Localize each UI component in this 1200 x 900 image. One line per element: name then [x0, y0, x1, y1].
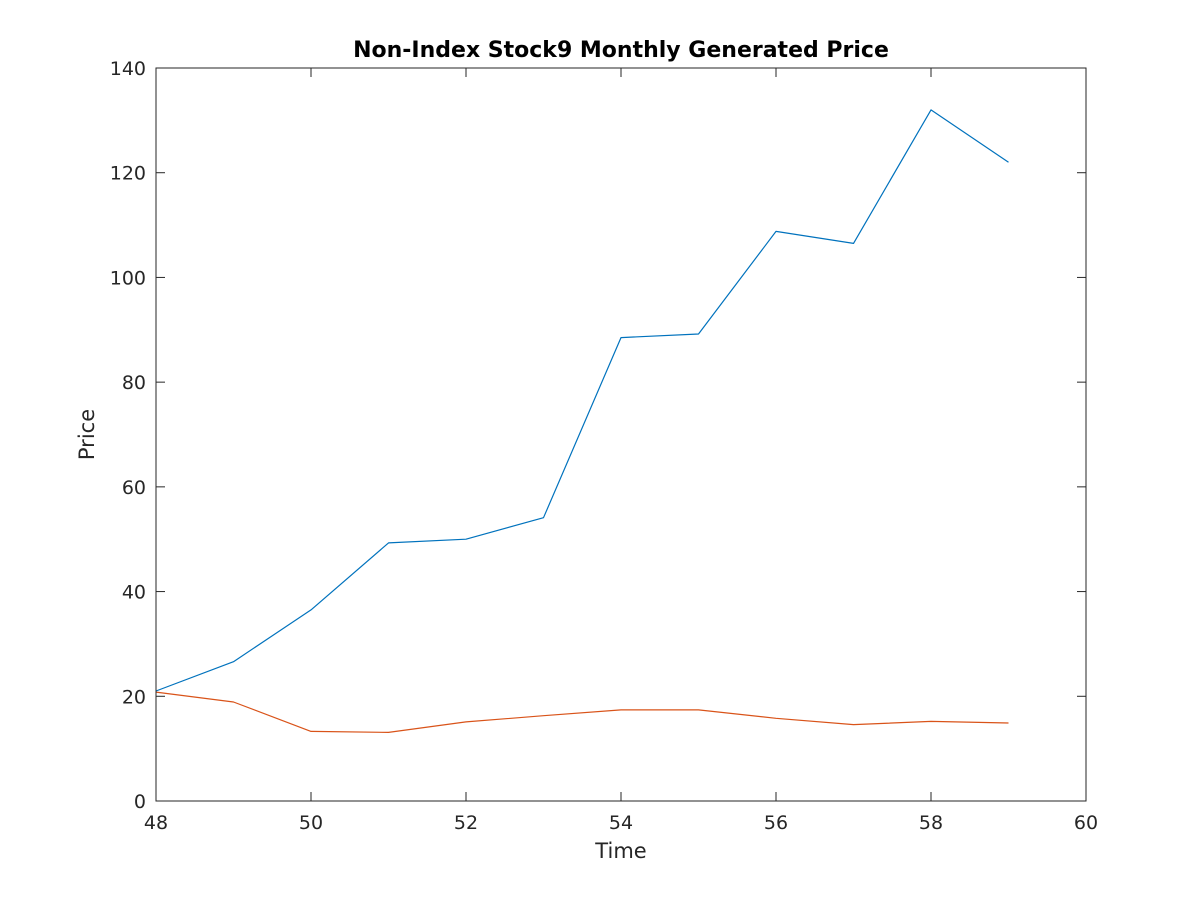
x-tick-label: 58 [919, 812, 943, 834]
axes-box [155, 67, 1087, 802]
y-tick-label: 100 [110, 267, 146, 289]
y-tick-label: 140 [110, 58, 146, 80]
x-tick-label: 56 [764, 812, 788, 834]
plot-area [156, 68, 1086, 801]
y-axis-label: Price [75, 409, 99, 460]
y-tick-label: 40 [122, 582, 146, 604]
x-tick-label: 48 [144, 812, 168, 834]
x-axis-label: Time [594, 839, 646, 863]
series-layer [155, 109, 1009, 734]
y-tick-label: 60 [122, 477, 146, 499]
series-line-1 [155, 109, 1009, 692]
x-tick-label: 54 [609, 812, 633, 834]
y-tick-label: 80 [122, 372, 146, 394]
y-tick-label: 0 [134, 791, 146, 813]
y-tick-label: 20 [122, 686, 146, 708]
x-tick-label: 50 [299, 812, 323, 834]
y-tick-label: 120 [110, 163, 146, 185]
x-tick-label: 60 [1074, 812, 1098, 834]
ticks-layer: 48 50 52 54 56 58 60 0 20 40 60 80 100 120 140 [110, 58, 1098, 834]
x-tick-label: 52 [454, 812, 478, 834]
chart-title: Non-Index Stock9 Monthly Generated Price [353, 38, 889, 63]
series-line-2 [155, 691, 1009, 734]
